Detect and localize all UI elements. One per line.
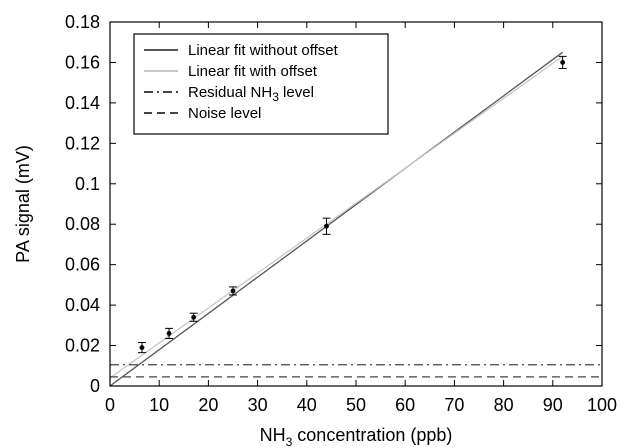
x-tick-label: 30	[248, 395, 268, 415]
y-tick-label: 0.02	[65, 336, 100, 356]
x-tick-label: 10	[149, 395, 169, 415]
y-tick-label: 0.12	[65, 133, 100, 153]
series-line	[109, 55, 564, 379]
x-tick-label: 60	[395, 395, 415, 415]
y-tick-label: 0.16	[65, 52, 100, 72]
plot-lines	[109, 51, 602, 387]
x-tick-label: 20	[198, 395, 218, 415]
legend-label: Residual NH3 level	[188, 84, 314, 104]
x-tick-label: 0	[105, 395, 115, 415]
y-tick-label: 0	[90, 376, 100, 396]
y-tick-label: 0.14	[65, 93, 100, 113]
y-tick-label: 0.06	[65, 255, 100, 275]
x-tick-label: 90	[543, 395, 563, 415]
data-point	[191, 314, 197, 320]
data-points	[137, 55, 567, 354]
y-tick-label: 0.18	[65, 12, 100, 32]
y-tick-label: 0.1	[75, 174, 100, 194]
data-point	[139, 345, 145, 350]
legend-label: Noise level	[188, 105, 261, 122]
data-point	[230, 288, 236, 294]
x-tick-label: 70	[444, 395, 464, 415]
y-axis-label: PA signal (mV)	[13, 145, 33, 263]
x-tick-label: 80	[494, 395, 514, 415]
y-axis-ticks: 0 0.02 0.04 0.06 0.08 0.1 0.12 0.14 0.16 0.18	[65, 12, 602, 396]
x-tick-label: 100	[587, 395, 617, 415]
x-axis-ticks: 0 10 20 30 40 50 60 70 80 90 100	[105, 22, 617, 415]
data-point	[166, 331, 172, 336]
x-axis-label: NH3 concentration (ppb)	[260, 425, 453, 448]
legend-label: Linear fit with offset	[188, 63, 318, 80]
x-tick-label: 40	[297, 395, 317, 415]
y-tick-label: 0.08	[65, 214, 100, 234]
y-tick-label: 0.04	[65, 295, 100, 315]
legend-label: Linear fit without offset	[188, 42, 339, 59]
legend: Linear fit without offset Linear fit with…	[133, 33, 389, 135]
data-point	[324, 223, 329, 229]
x-tick-label: 50	[346, 395, 366, 415]
data-point	[560, 60, 566, 65]
series-line	[109, 51, 564, 387]
